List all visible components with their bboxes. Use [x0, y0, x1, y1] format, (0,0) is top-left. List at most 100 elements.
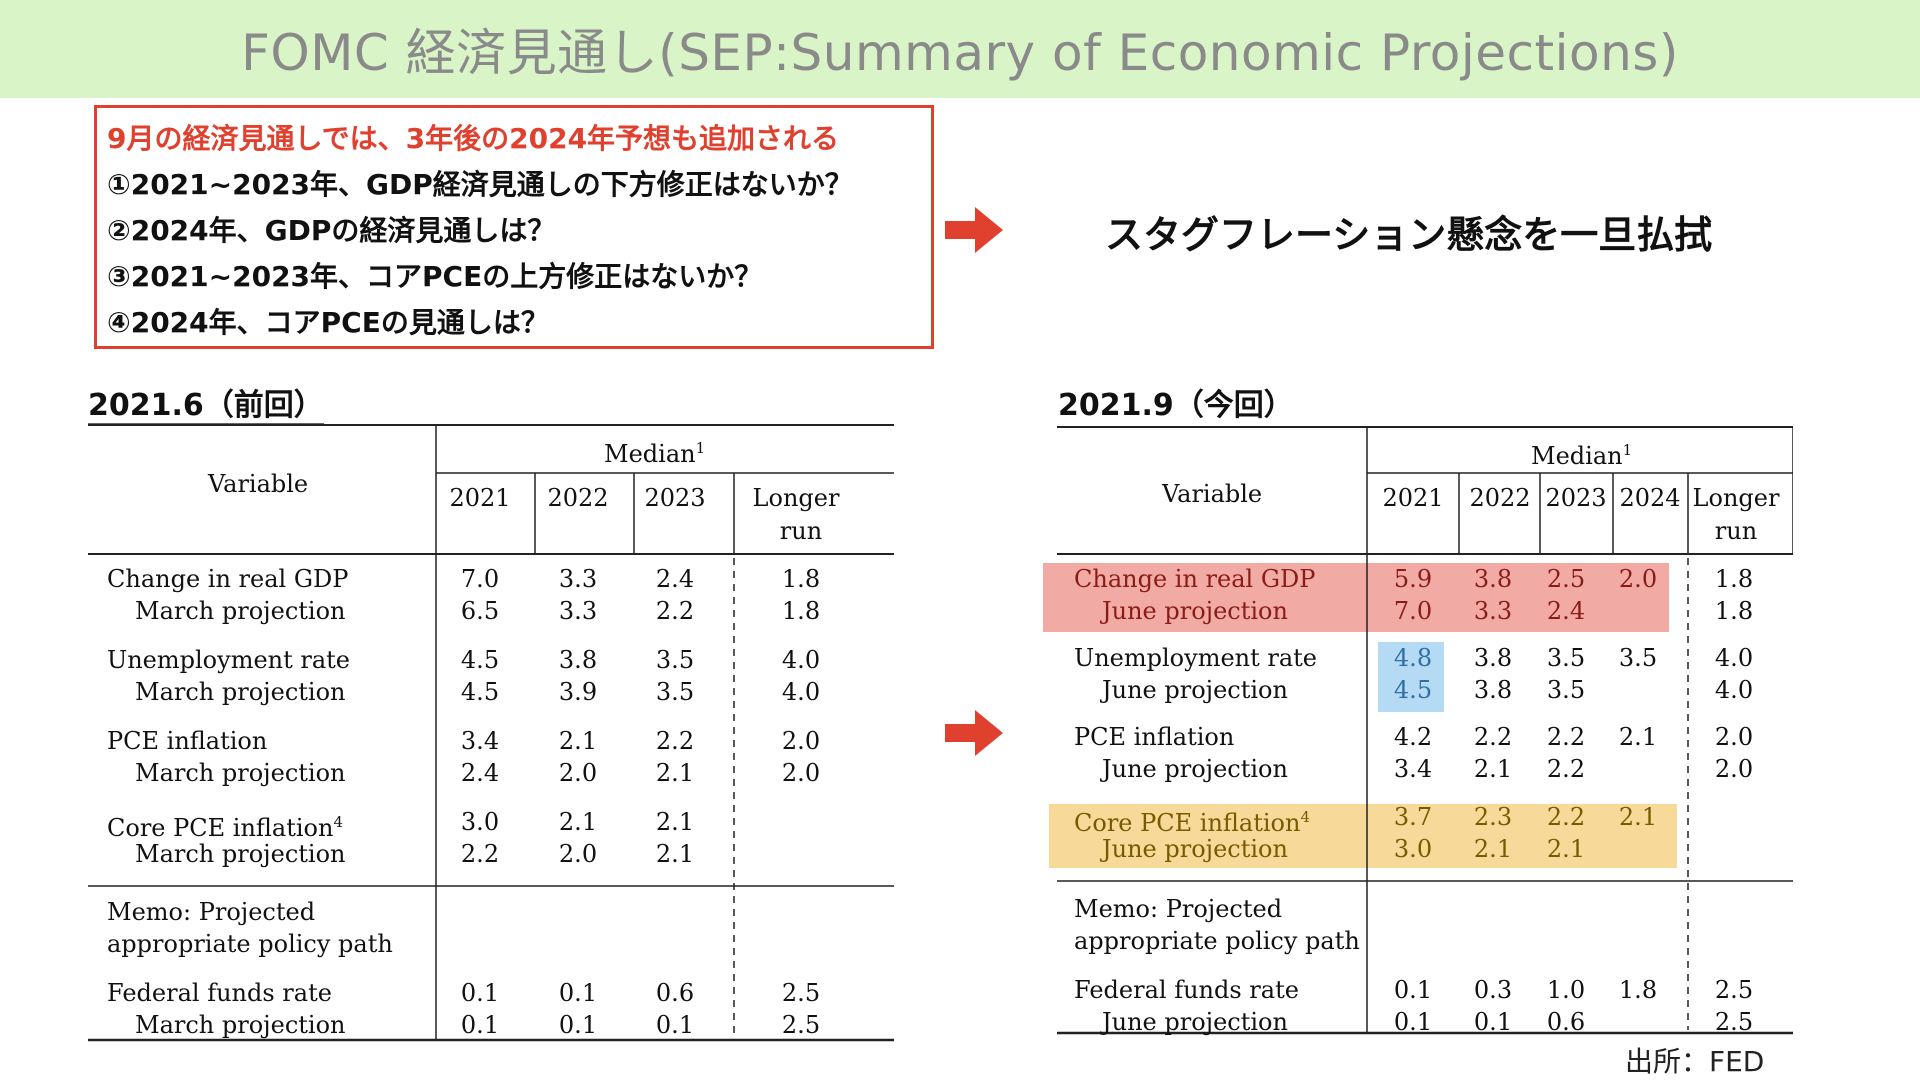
cell-value: 3.3 [1473, 597, 1513, 625]
cell-value: 1.0 [1546, 976, 1586, 1004]
row-sublabel: June projection [1102, 597, 1288, 625]
cell-value: 2.4 [655, 565, 695, 593]
cell-value: 3.4 [1393, 755, 1433, 783]
cell-value: 2.1 [655, 759, 695, 787]
longer-run-header: run [779, 517, 823, 545]
median-header: Median1 [604, 439, 706, 468]
cell-value: 0.1 [460, 1011, 500, 1039]
cell-value: 2.1 [1473, 835, 1513, 863]
row-label: Unemployment rate [107, 646, 351, 674]
year-header: 2021 [1382, 484, 1444, 512]
cell-value: 2.1 [1546, 835, 1586, 863]
variable-header: Variable [208, 470, 309, 498]
cell-value: 2.0 [781, 727, 821, 755]
cell-value: 2.0 [558, 759, 598, 787]
row-sublabel: March projection [135, 1011, 346, 1039]
variable-header: Variable [1162, 480, 1263, 508]
memo-label: appropriate policy path [1074, 927, 1360, 955]
highlight-core-pce [1049, 804, 1677, 868]
cell-value: 4.2 [1393, 723, 1433, 751]
cell-value: 2.1 [655, 840, 695, 868]
row-sublabel: March projection [135, 840, 346, 868]
row-label: Unemployment rate [1074, 644, 1318, 672]
cell-value: 3.0 [1393, 835, 1433, 863]
cell-value: 3.5 [1546, 644, 1586, 672]
cell-value: 2.1 [558, 808, 598, 836]
cell-value: 2.1 [558, 727, 598, 755]
cell-value: 0.1 [460, 979, 500, 1007]
source-note: 出所：FED [1625, 1045, 1765, 1078]
cell-value: 2.3 [1473, 803, 1513, 831]
table-curr-title: 2021.9（今回） [1058, 388, 1294, 423]
cell-value: 2.4 [1546, 597, 1586, 625]
row-label: Change in real GDP [1074, 565, 1316, 593]
conclusion-text: スタグフレーション懸念を一旦払拭 [1105, 213, 1713, 257]
cell-value: 2.4 [460, 759, 500, 787]
cell-value: 1.8 [781, 565, 821, 593]
row-sublabel: June projection [1102, 1008, 1288, 1036]
year-header: 2023 [644, 484, 706, 512]
cell-value: 3.5 [655, 678, 695, 706]
cell-value: 2.5 [1714, 1008, 1754, 1036]
question-1: ①2021~2023年、GDP経済見通しの下方修正はないか？ [107, 168, 853, 201]
cell-value: 3.8 [1473, 644, 1513, 672]
cell-value: 5.9 [1393, 565, 1433, 593]
cell-value: 4.5 [460, 646, 500, 674]
cell-value: 2.2 [655, 727, 695, 755]
year-header: 2023 [1545, 484, 1607, 512]
row-sublabel: June projection [1102, 835, 1288, 863]
cell-value: 2.1 [1618, 803, 1658, 831]
cell-value: 1.8 [781, 597, 821, 625]
cell-value: 4.0 [1714, 676, 1754, 704]
cell-value: 1.8 [1714, 597, 1754, 625]
row-label: PCE inflation [107, 727, 268, 755]
cell-value: 2.0 [1714, 755, 1754, 783]
cell-value: 0.6 [655, 979, 695, 1007]
year-header: 2022 [547, 484, 609, 512]
longer-run-header: Longer [1692, 484, 1780, 512]
arrow-right-icon [945, 710, 1003, 756]
row-sublabel: June projection [1102, 676, 1288, 704]
highlight-gdp [1043, 563, 1669, 632]
cell-value: 4.0 [781, 646, 821, 674]
cell-value: 3.5 [1546, 676, 1586, 704]
cell-value: 3.8 [1473, 676, 1513, 704]
highlight-unemployment-2021 [1378, 642, 1444, 712]
cell-value: 2.1 [1618, 723, 1658, 751]
table-curr-lines [1057, 426, 1793, 1035]
year-header: 2022 [1469, 484, 1531, 512]
longer-run-header: Longer [752, 484, 840, 512]
cell-value: 1.8 [1714, 565, 1754, 593]
cell-value: 6.5 [460, 597, 500, 625]
row-label: Federal funds rate [1074, 976, 1299, 1004]
cell-value: 7.0 [460, 565, 500, 593]
cell-value: 3.9 [558, 678, 598, 706]
year-header: 2024 [1619, 484, 1681, 512]
cell-value: 2.2 [1546, 755, 1586, 783]
table-prev-lines [88, 424, 894, 1042]
cell-value: 1.8 [1618, 976, 1658, 1004]
cell-value: 3.4 [460, 727, 500, 755]
cell-value: 2.2 [1546, 723, 1586, 751]
row-sublabel: March projection [135, 759, 346, 787]
row-sublabel: June projection [1102, 755, 1288, 783]
cell-value: 2.0 [1618, 565, 1658, 593]
cell-value: 0.1 [1393, 976, 1433, 1004]
row-label: Change in real GDP [107, 565, 349, 593]
memo-label: Memo: Projected [107, 898, 316, 926]
cell-value: 3.3 [558, 565, 598, 593]
cell-value: 3.5 [655, 646, 695, 674]
cell-value: 4.0 [781, 678, 821, 706]
table-prev-title: 2021.6（前回） [88, 388, 324, 425]
cell-value: 7.0 [1393, 597, 1433, 625]
cell-value: 2.2 [655, 597, 695, 625]
cell-value: 2.5 [781, 1011, 821, 1039]
cell-value: 2.5 [1714, 976, 1754, 1004]
cell-value: 3.0 [460, 808, 500, 836]
cell-value: 4.5 [460, 678, 500, 706]
year-header: 2021 [449, 484, 511, 512]
cell-value: 0.6 [1546, 1008, 1586, 1036]
arrow-right-icon [945, 207, 1003, 253]
cell-value: 3.5 [1618, 644, 1658, 672]
row-label: PCE inflation [1074, 723, 1235, 751]
